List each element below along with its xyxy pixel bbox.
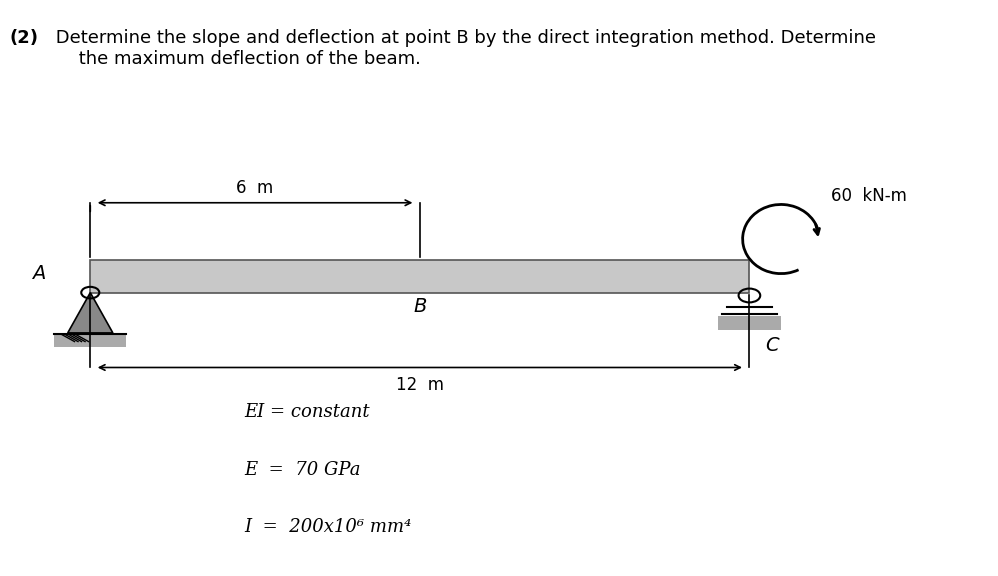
FancyBboxPatch shape <box>718 316 781 330</box>
Polygon shape <box>68 293 113 333</box>
Text: 60  kN-m: 60 kN-m <box>830 187 906 205</box>
Text: I  =  200x10⁶ mm⁴: I = 200x10⁶ mm⁴ <box>244 518 411 536</box>
Text: C: C <box>765 336 778 355</box>
Text: 6  m: 6 m <box>237 179 273 197</box>
FancyBboxPatch shape <box>54 334 127 347</box>
Text: (2): (2) <box>9 29 38 47</box>
Text: A: A <box>32 264 45 283</box>
Text: EI = constant: EI = constant <box>244 403 369 421</box>
Text: E  =  70 GPa: E = 70 GPa <box>244 461 360 479</box>
Text: Determine the slope and deflection at point B by the direct integration method. : Determine the slope and deflection at po… <box>50 29 875 67</box>
Text: B: B <box>413 297 426 316</box>
FancyBboxPatch shape <box>90 260 749 293</box>
Text: 12  m: 12 m <box>396 376 444 394</box>
